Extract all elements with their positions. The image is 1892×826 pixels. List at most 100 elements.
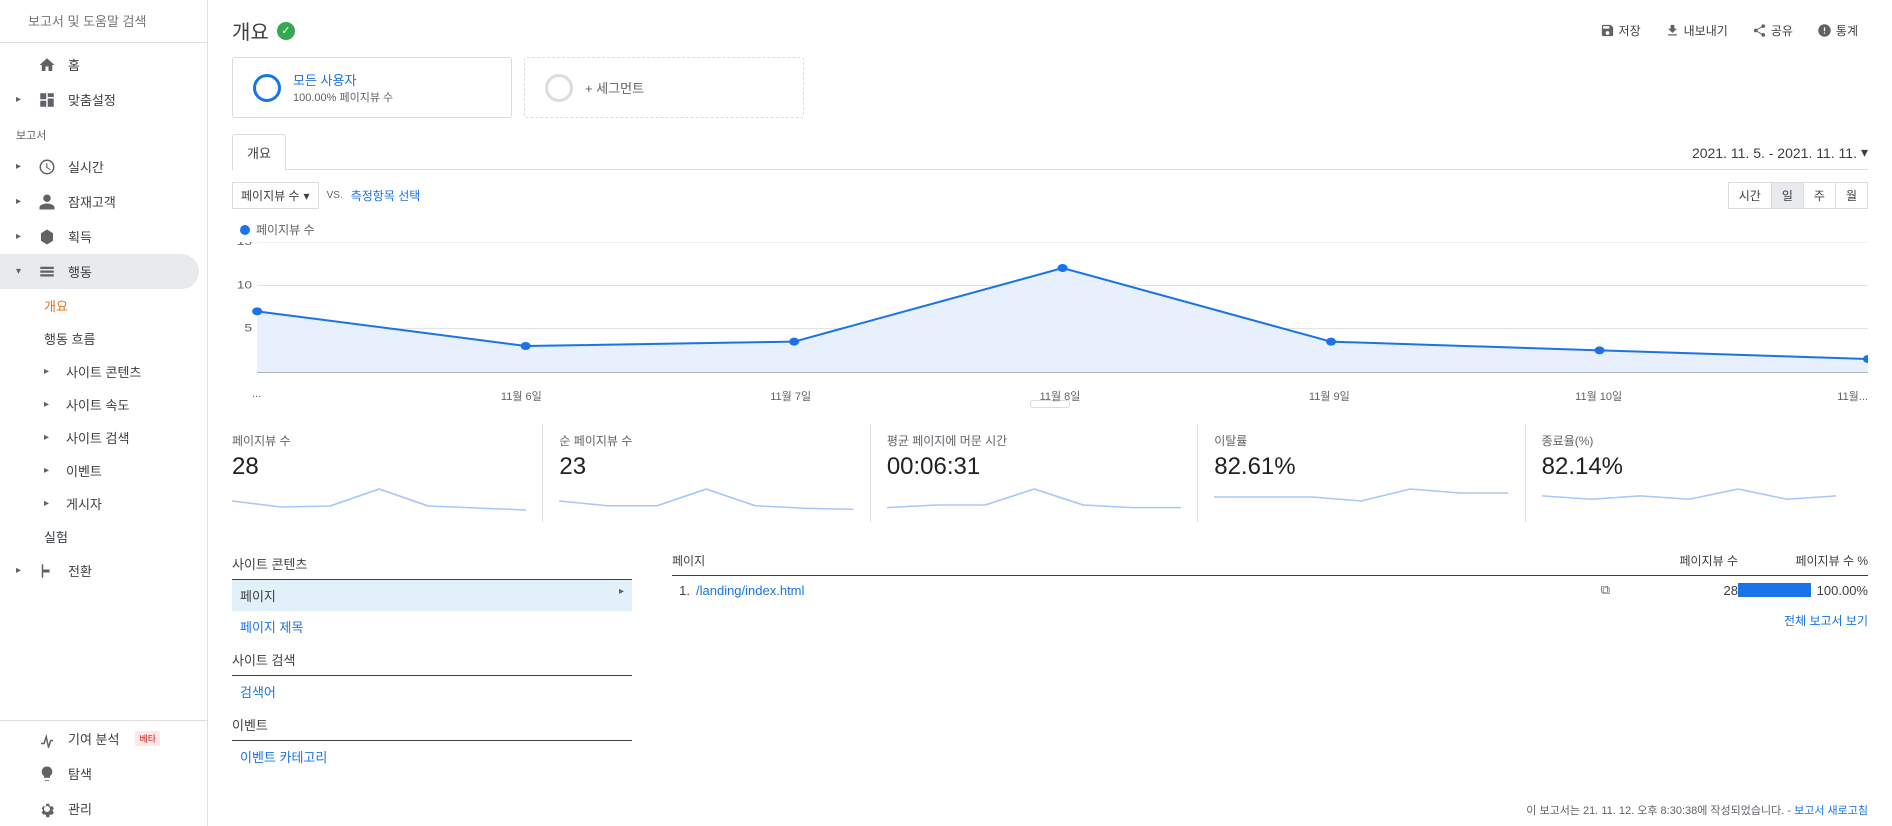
- segment-circle-icon: [545, 74, 573, 102]
- section-site-content: 사이트 콘텐츠: [232, 546, 632, 580]
- nav-label: 기여 분석: [68, 729, 119, 748]
- search-input[interactable]: [28, 14, 204, 29]
- nav-label: 실시간: [68, 157, 104, 176]
- attribution-icon: [38, 730, 56, 748]
- vs-label: VS.: [327, 190, 343, 201]
- metric-card[interactable]: 종료율(%) 82.14%: [1542, 424, 1852, 522]
- intelligence-button[interactable]: 통계: [1807, 16, 1868, 45]
- sparkline: [559, 485, 853, 515]
- nav-label: 행동: [68, 262, 92, 281]
- metric-card[interactable]: 순 페이지뷰 수 23: [559, 424, 870, 522]
- segment-all-users[interactable]: 모든 사용자 100.00% 페이지뷰 수: [232, 57, 512, 118]
- save-icon: [1600, 23, 1615, 38]
- nav-explore[interactable]: 탐색: [0, 756, 207, 791]
- flag-icon: [38, 562, 56, 580]
- data-table-header: 페이지 페이지뷰 수 페이지뷰 수 %: [672, 546, 1868, 576]
- nav-behavior-flow[interactable]: 행동 흐름: [44, 322, 207, 355]
- metric-label: 순 페이지뷰 수: [559, 432, 853, 449]
- dimension-page-title[interactable]: 페이지 제목: [232, 611, 632, 642]
- nav-home[interactable]: 홈: [0, 47, 207, 82]
- nav-label: 잠재고객: [68, 192, 116, 211]
- time-granularity: 시간 일 주 월: [1728, 182, 1868, 209]
- search-row[interactable]: [0, 0, 207, 43]
- metric-cards-row: 페이지뷰 수 28 순 페이지뷰 수 23 평균 페이지에 머문 시간 00:0…: [232, 424, 1868, 522]
- metric-label: 이탈률: [1214, 432, 1508, 449]
- share-icon: [1752, 23, 1767, 38]
- acquisition-icon: [38, 228, 56, 246]
- nav-behavior[interactable]: ▾ 행동: [0, 254, 199, 289]
- col-page: 페이지: [672, 552, 1618, 569]
- nav-label: 탐색: [68, 764, 92, 783]
- gear-icon: [38, 800, 56, 818]
- section-events: 이벤트: [232, 707, 632, 741]
- section-site-search: 사이트 검색: [232, 642, 632, 676]
- nav-site-speed[interactable]: ▸사이트 속도: [44, 388, 207, 421]
- refresh-report-link[interactable]: 보고서 새로고침: [1794, 805, 1868, 817]
- add-segment-button[interactable]: + 세그먼트: [524, 57, 804, 118]
- save-button[interactable]: 저장: [1590, 16, 1651, 45]
- dimension-page[interactable]: 페이지▸: [232, 580, 632, 611]
- sparkline: [1214, 485, 1508, 515]
- nav-audience[interactable]: ▸ 잠재고객: [0, 184, 207, 219]
- nav-label: 관리: [68, 799, 92, 818]
- svg-text:10: 10: [237, 279, 252, 291]
- nav-realtime[interactable]: ▸ 실시간: [0, 149, 207, 184]
- row-index: 1.: [672, 583, 696, 598]
- chevron-down-icon: ▾: [1861, 144, 1868, 161]
- verified-icon: ✓: [277, 22, 295, 40]
- insights-icon: [1817, 23, 1832, 38]
- gran-hour[interactable]: 시간: [1729, 183, 1772, 208]
- svg-text:15: 15: [237, 242, 252, 248]
- nav-site-content[interactable]: ▸사이트 콘텐츠: [44, 355, 207, 388]
- export-icon: [1665, 23, 1680, 38]
- nav-site-search[interactable]: ▸사이트 검색: [44, 421, 207, 454]
- beta-badge: 베타: [135, 731, 160, 746]
- date-range-picker[interactable]: 2021. 11. 5. - 2021. 11. 11.▾: [1692, 136, 1868, 169]
- nav-experiments[interactable]: 실험: [44, 520, 207, 553]
- legend-dot-icon: [240, 225, 250, 235]
- tab-overview[interactable]: 개요: [232, 134, 286, 170]
- dimension-search-term[interactable]: 검색어: [232, 676, 632, 707]
- page-title: 개요: [232, 16, 269, 45]
- gran-day[interactable]: 일: [1772, 183, 1804, 208]
- main-line-chart: 5 10 15: [232, 242, 1868, 392]
- nav-label: 전환: [68, 561, 92, 580]
- nav-admin[interactable]: 관리: [0, 791, 207, 826]
- chart-legend: 페이지뷰 수: [232, 217, 1868, 238]
- pct-bar: [1738, 583, 1811, 597]
- open-external-icon[interactable]: ⧉: [1593, 582, 1618, 598]
- svg-text:5: 5: [244, 322, 252, 334]
- nav-label: 홈: [68, 55, 80, 74]
- home-icon: [38, 56, 56, 74]
- full-report-link[interactable]: 전체 보고서 보기: [1784, 614, 1868, 628]
- person-icon: [38, 193, 56, 211]
- nav-acquisition[interactable]: ▸ 획득: [0, 219, 207, 254]
- metric-value: 82.61%: [1214, 453, 1508, 481]
- metric-card[interactable]: 페이지뷰 수 28: [232, 424, 543, 522]
- metric-label: 종료율(%): [1542, 432, 1836, 449]
- nav-label: 맞춤설정: [68, 90, 116, 109]
- page-header: 개요 ✓ 저장 내보내기 공유 통계: [232, 0, 1868, 57]
- dimension-event-category[interactable]: 이벤트 카테고리: [232, 741, 632, 772]
- metric-card[interactable]: 이탈률 82.61%: [1214, 424, 1525, 522]
- gran-month[interactable]: 월: [1836, 183, 1867, 208]
- export-button[interactable]: 내보내기: [1655, 16, 1738, 45]
- secondary-metric-select[interactable]: 측정항목 선택: [351, 187, 421, 204]
- nav-attribution[interactable]: 기여 분석 베타: [0, 721, 207, 756]
- gran-week[interactable]: 주: [1804, 183, 1836, 208]
- metric-label: 페이지뷰 수: [232, 432, 526, 449]
- clock-icon: [38, 158, 56, 176]
- bulb-icon: [38, 765, 56, 783]
- nav-behavior-overview[interactable]: 개요: [44, 289, 207, 322]
- nav-conversions[interactable]: ▸ 전환: [0, 553, 207, 588]
- col-pageviews-pct: 페이지뷰 수 %: [1738, 552, 1868, 569]
- share-button[interactable]: 공유: [1742, 16, 1803, 45]
- nav-events[interactable]: ▸이벤트: [44, 454, 207, 487]
- primary-metric-select[interactable]: 페이지뷰 수 ▾: [232, 182, 319, 209]
- page-link[interactable]: /landing/index.html: [696, 583, 1593, 598]
- nav-customization[interactable]: ▸ 맞춤설정: [0, 82, 207, 117]
- row-pct: 100.00%: [1817, 583, 1868, 598]
- col-pageviews: 페이지뷰 수: [1618, 552, 1738, 569]
- metric-card[interactable]: 평균 페이지에 머문 시간 00:06:31: [887, 424, 1198, 522]
- nav-publisher[interactable]: ▸게시자: [44, 487, 207, 520]
